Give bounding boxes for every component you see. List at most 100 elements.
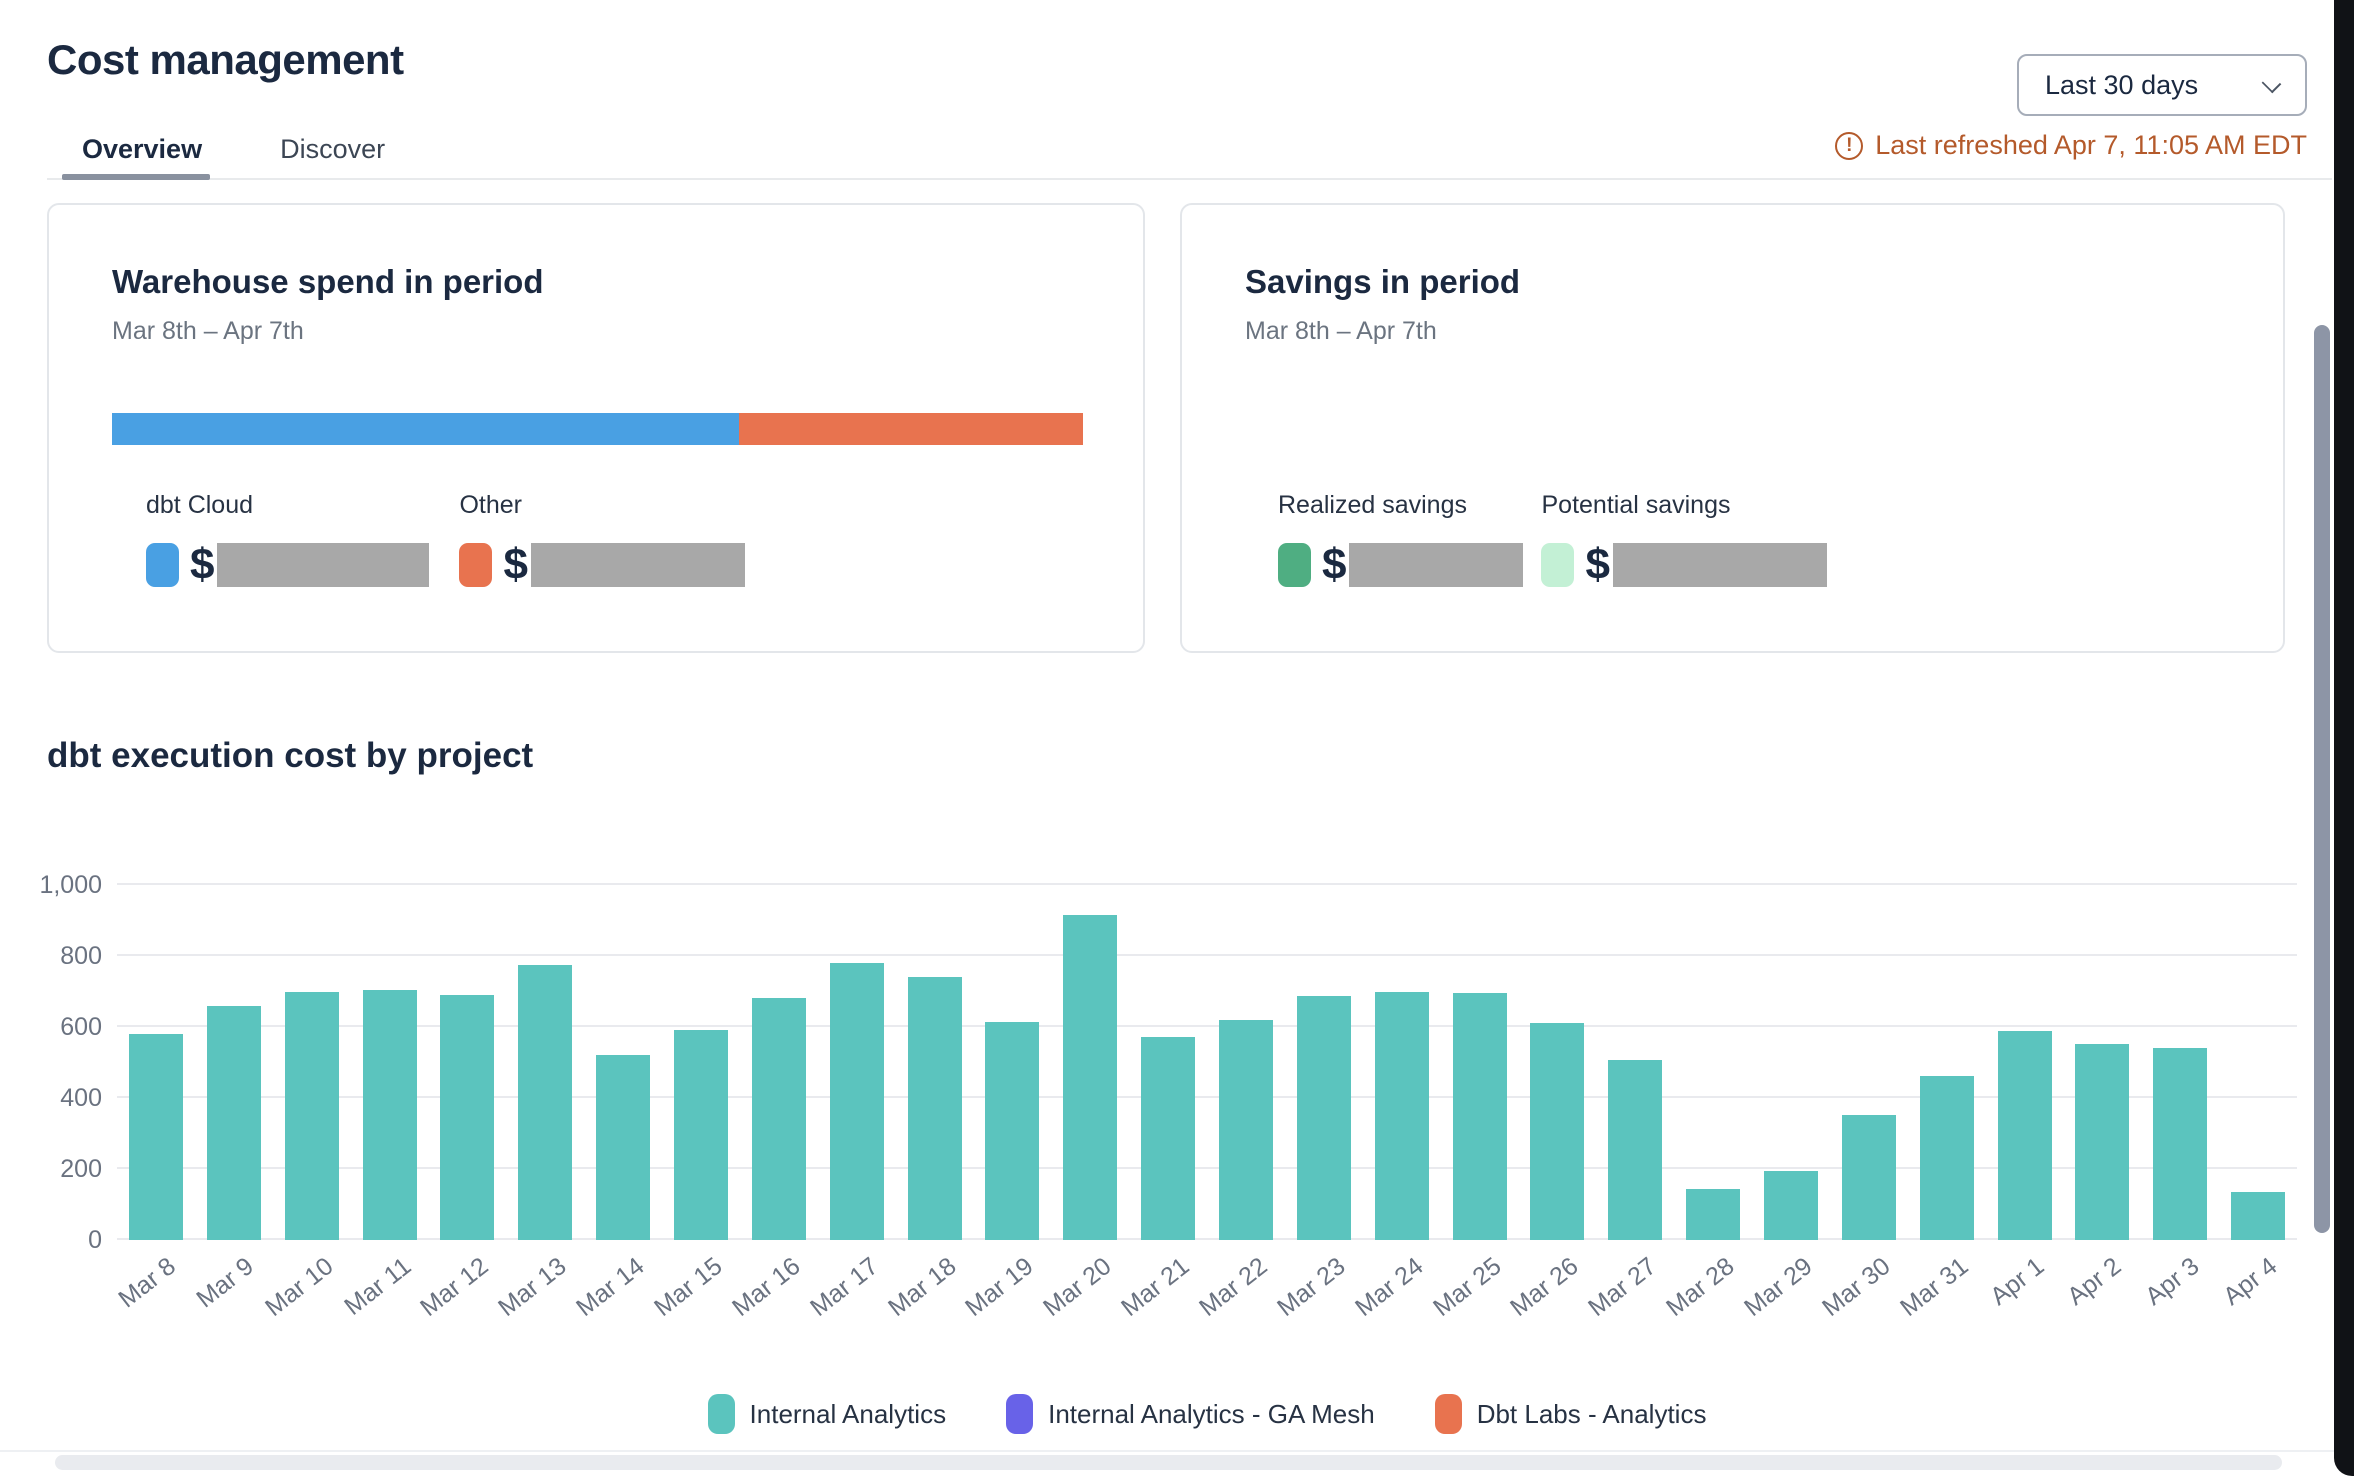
legend-swatch: [707, 1394, 735, 1434]
x-tick: Mar 30: [1817, 1248, 1908, 1338]
bar-slot: [896, 860, 974, 1240]
legend-swatch: [459, 543, 493, 587]
bar-mar-26[interactable]: [1530, 1023, 1585, 1240]
bar-mar-21[interactable]: [1141, 1036, 1196, 1240]
bar-mar-23[interactable]: [1296, 996, 1351, 1240]
bar-mar-20[interactable]: [1063, 915, 1118, 1240]
bar-mar-30[interactable]: [1841, 1115, 1896, 1240]
bar-slot: [1596, 860, 1674, 1240]
x-tick: Mar 22: [1194, 1248, 1285, 1338]
legend-label: Potential savings: [1541, 491, 1731, 519]
x-tick: Apr 3: [2140, 1248, 2219, 1338]
bar-slot: [1207, 860, 1285, 1240]
legend-swatch: [1278, 543, 1311, 587]
bar-apr-3[interactable]: [2153, 1047, 2208, 1240]
bar-mar-29[interactable]: [1763, 1170, 1818, 1240]
card-subtitle: Mar 8th – Apr 7th: [1245, 317, 1437, 345]
legend-item-potential-savings: Potential savings $: [1541, 491, 1827, 590]
x-tick: Mar 23: [1272, 1248, 1363, 1338]
bar-mar-18[interactable]: [907, 976, 962, 1240]
bar-mar-13[interactable]: [518, 964, 573, 1240]
card-subtitle: Mar 8th – Apr 7th: [112, 317, 304, 345]
bar-slot: [1908, 860, 1986, 1240]
warning-icon: !: [1835, 131, 1864, 160]
legend-swatch: [1541, 543, 1575, 587]
x-axis-label: Mar 9: [191, 1252, 259, 1314]
bar-mar-28[interactable]: [1686, 1188, 1741, 1240]
chart-legend-item-internal-analytics-ga-mesh[interactable]: Internal Analytics - GA Mesh: [1006, 1394, 1375, 1434]
bar-slot: [1129, 860, 1207, 1240]
legend-item-realized-savings: Realized savings $: [1278, 491, 1524, 590]
bar-slot: [428, 860, 506, 1240]
y-axis-label: 1,000: [39, 871, 102, 899]
warehouse-spend-stacked-bar: [112, 413, 1083, 445]
x-tick: Mar 27: [1583, 1248, 1674, 1338]
bar-slot: [1674, 860, 1752, 1240]
bar-mar-16[interactable]: [751, 997, 806, 1240]
x-tick: Apr 4: [2218, 1248, 2297, 1338]
bar-slot: [1441, 860, 1519, 1240]
x-tick: Mar 31: [1895, 1248, 1986, 1338]
redacted-value: [530, 543, 745, 587]
legend-label: Internal Analytics: [749, 1398, 947, 1429]
bar-series: [117, 860, 2297, 1240]
x-tick: Mar 14: [571, 1248, 662, 1338]
legend-label: Realized savings: [1278, 491, 1467, 519]
bar-slot: [273, 860, 351, 1240]
bar-slot: [740, 860, 818, 1240]
bar-mar-9[interactable]: [206, 1005, 261, 1240]
bar-mar-15[interactable]: [673, 1029, 728, 1240]
legend-amount: $: [459, 540, 745, 590]
currency-symbol: $: [190, 540, 215, 589]
x-tick: Mar 19: [960, 1248, 1051, 1338]
bar-mar-19[interactable]: [985, 1022, 1040, 1240]
card-title: Warehouse spend in period: [112, 263, 544, 300]
x-axis-label: Mar 8: [113, 1252, 181, 1314]
bar-slot: [1986, 860, 2064, 1240]
bar-mar-17[interactable]: [829, 963, 884, 1240]
tab-bar: Overview Discover: [82, 134, 385, 165]
date-range-dropdown[interactable]: Last 30 days: [2017, 54, 2307, 116]
bar-mar-22[interactable]: [1218, 1020, 1273, 1240]
legend-label: Dbt Labs - Analytics: [1476, 1398, 1707, 1429]
page-title: Cost management: [47, 36, 404, 83]
bar-slot: [1518, 860, 1596, 1240]
bar-mar-31[interactable]: [1919, 1076, 1974, 1240]
y-axis-label: 400: [60, 1084, 102, 1112]
legend-amount: $: [146, 540, 430, 590]
bar-mar-10[interactable]: [284, 991, 339, 1240]
bar-apr-1[interactable]: [1997, 1030, 2052, 1240]
bar-apr-2[interactable]: [2075, 1044, 2130, 1240]
bar-apr-4[interactable]: [2231, 1191, 2286, 1240]
y-axis-label: 800: [60, 942, 102, 970]
window-edge: [2334, 0, 2354, 1476]
x-tick: Mar 25: [1428, 1248, 1519, 1338]
bar-mar-25[interactable]: [1452, 993, 1507, 1240]
bar-mar-24[interactable]: [1374, 991, 1429, 1240]
chart-legend-item-internal-analytics[interactable]: Internal Analytics: [707, 1394, 947, 1434]
vertical-scrollbar-thumb[interactable]: [2314, 325, 2330, 1233]
x-axis-label: Apr 1: [1984, 1252, 2049, 1311]
tab-discover[interactable]: Discover: [280, 134, 386, 164]
tab-overview[interactable]: Overview: [82, 134, 203, 164]
bar-slot: [506, 860, 584, 1240]
redacted-value: [1349, 543, 1524, 587]
x-tick: Mar 18: [883, 1248, 974, 1338]
date-range-value: Last 30 days: [2045, 69, 2199, 100]
bar-mar-14[interactable]: [596, 1055, 651, 1240]
x-tick: Mar 8: [113, 1248, 195, 1338]
bar-mar-11[interactable]: [362, 990, 417, 1240]
gridline: [117, 1167, 2297, 1169]
bar-slot: [195, 860, 273, 1240]
bar-mar-12[interactable]: [440, 995, 495, 1240]
warehouse-spend-card: Warehouse spend in period Mar 8th – Apr …: [47, 203, 1145, 653]
bar-mar-8[interactable]: [128, 1034, 183, 1240]
horizontal-scrollbar[interactable]: [55, 1455, 2282, 1470]
x-tick: Mar 29: [1739, 1248, 1830, 1338]
y-axis-label: 0: [88, 1226, 102, 1254]
bar-mar-27[interactable]: [1608, 1059, 1663, 1240]
bar-slot: [117, 860, 195, 1240]
chart-legend-item-dbt-labs-analytics[interactable]: Dbt Labs - Analytics: [1434, 1394, 1707, 1434]
x-tick: Mar 13: [493, 1248, 584, 1338]
bar-slot: [351, 860, 429, 1240]
